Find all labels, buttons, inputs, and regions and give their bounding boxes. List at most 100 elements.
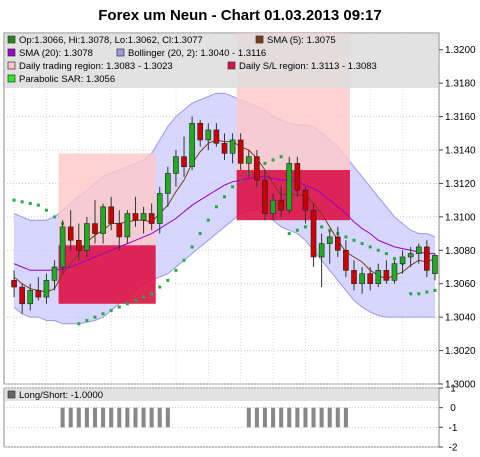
candle bbox=[335, 226, 341, 257]
sar-dot bbox=[271, 158, 275, 162]
y-tick-label: 1.3200 bbox=[445, 45, 476, 56]
sar-dot bbox=[344, 235, 348, 239]
short-bar bbox=[254, 407, 259, 428]
candle bbox=[367, 267, 374, 291]
short-bar bbox=[295, 407, 300, 428]
boll-legend-label: Bollinger (20, 2): 1.3040 - 1.3116 bbox=[128, 48, 266, 59]
candle-body bbox=[156, 193, 163, 224]
candle-body bbox=[351, 270, 357, 285]
candle-body bbox=[148, 213, 155, 224]
candle bbox=[432, 253, 438, 281]
candle-body bbox=[326, 236, 333, 244]
candle bbox=[424, 240, 430, 278]
sar-dot bbox=[117, 305, 121, 309]
sar-dot bbox=[433, 288, 437, 292]
sl-legend-swatch bbox=[227, 61, 236, 70]
candle-body bbox=[11, 280, 17, 288]
candle-body bbox=[407, 253, 414, 258]
y-tick-label: 1.3060 bbox=[445, 279, 476, 290]
bollinger-lower-line bbox=[13, 209, 435, 325]
sl-legend-label: Daily S/L region: 1.3113 - 1.3083 bbox=[239, 61, 377, 72]
short-bar bbox=[117, 407, 122, 428]
long-short-legend-swatch bbox=[7, 390, 16, 399]
candle-body bbox=[100, 206, 106, 234]
short-bar bbox=[141, 407, 146, 428]
candle-body bbox=[229, 139, 236, 154]
candle-body bbox=[310, 209, 317, 258]
candle bbox=[294, 156, 301, 197]
sar-dot bbox=[85, 318, 89, 322]
short-bar bbox=[125, 407, 130, 428]
short-bar bbox=[303, 407, 308, 428]
candle-body bbox=[19, 286, 25, 305]
candle-body bbox=[343, 249, 349, 271]
candle-body bbox=[197, 122, 204, 141]
short-bar bbox=[92, 407, 97, 428]
candle-body bbox=[415, 246, 422, 254]
candle-body bbox=[124, 213, 131, 238]
candle-body bbox=[254, 156, 260, 181]
candle-body bbox=[367, 273, 374, 285]
short-bar bbox=[149, 407, 154, 428]
candle bbox=[237, 133, 244, 171]
y-tick-label: 1.3120 bbox=[445, 179, 476, 190]
candle bbox=[75, 223, 82, 261]
daily-trading-region bbox=[58, 153, 156, 246]
short-bar bbox=[287, 407, 292, 428]
candle bbox=[189, 116, 195, 171]
daily-legend-label: Daily trading region: 1.3083 - 1.3023 bbox=[19, 61, 173, 72]
sar-dot bbox=[93, 315, 97, 319]
sar-dot bbox=[263, 161, 267, 165]
y-tick-label: 1.3040 bbox=[445, 313, 476, 324]
short-bar bbox=[335, 407, 340, 428]
sar-dot bbox=[158, 285, 162, 289]
candle bbox=[351, 260, 357, 291]
candle-body bbox=[59, 226, 66, 268]
candle bbox=[415, 243, 422, 264]
candle-body bbox=[294, 163, 301, 191]
short-bar bbox=[262, 407, 267, 428]
candle-body bbox=[35, 290, 42, 298]
candle bbox=[254, 150, 260, 187]
sar-dot bbox=[376, 248, 380, 252]
sar-dot bbox=[320, 225, 324, 229]
sar-dot bbox=[182, 258, 186, 262]
candle-body bbox=[302, 189, 309, 211]
candle-body bbox=[221, 143, 228, 154]
sar-dot bbox=[303, 225, 307, 229]
sar-dot bbox=[223, 195, 226, 199]
sma20-line bbox=[13, 176, 435, 271]
sar-dot bbox=[28, 201, 32, 205]
candle-body bbox=[116, 223, 123, 238]
sub-legend-background bbox=[5, 389, 438, 401]
legend: Op:1.3066, Hi:1.3078, Lo:1.3062, Cl:1.30… bbox=[5, 34, 438, 88]
candle-body bbox=[286, 163, 293, 211]
short-bar bbox=[246, 407, 251, 428]
candle bbox=[100, 203, 106, 244]
sar-dot bbox=[409, 292, 413, 296]
candle bbox=[245, 150, 252, 177]
candle bbox=[51, 260, 58, 291]
sma5-legend-swatch bbox=[255, 35, 264, 44]
candle bbox=[205, 123, 212, 150]
short-bar bbox=[327, 407, 332, 428]
short-bar bbox=[311, 407, 316, 428]
candle-body bbox=[75, 239, 82, 251]
candle-body bbox=[237, 139, 244, 164]
sar-dot bbox=[198, 232, 202, 236]
candle-body bbox=[424, 246, 430, 271]
sub-y-tick-label: -2 bbox=[449, 443, 458, 454]
sar-dot bbox=[20, 200, 24, 204]
candle-body bbox=[173, 156, 179, 174]
short-bar bbox=[76, 407, 81, 428]
sar-dot bbox=[174, 268, 178, 272]
candle-body bbox=[399, 256, 406, 264]
sar-legend-swatch bbox=[7, 74, 16, 83]
sar-dot bbox=[352, 238, 356, 242]
sar-dot bbox=[109, 308, 113, 312]
sar-dot bbox=[279, 155, 283, 159]
candle bbox=[116, 210, 123, 251]
sar-dot bbox=[287, 232, 291, 236]
candle bbox=[43, 273, 50, 304]
sar-dot bbox=[12, 198, 16, 202]
